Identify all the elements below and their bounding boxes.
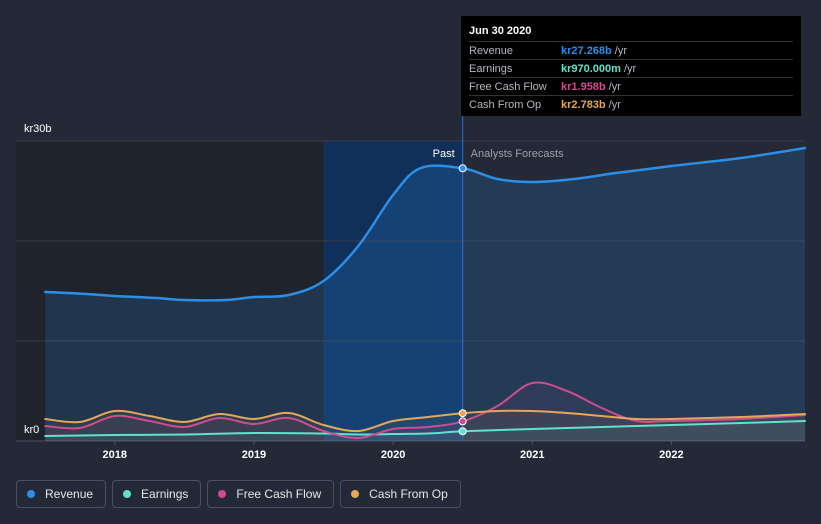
legend: Revenue Earnings Free Cash Flow Cash Fro… (16, 480, 461, 508)
revenue-area (45, 148, 805, 441)
tooltip: Jun 30 2020 Revenue kr27.268b /yr Earnin… (461, 16, 801, 116)
legend-item-free-cash-flow[interactable]: Free Cash Flow (207, 480, 335, 508)
revenue-line (43, 146, 807, 302)
revenue-marker (458, 164, 467, 173)
earnings-line (44, 420, 806, 437)
grid-lines (16, 140, 805, 442)
legend-item-cash-from-op[interactable]: Cash From Op (340, 480, 461, 508)
tooltip-value: kr2.783b (561, 98, 606, 111)
x-tick-label: 2019 (242, 449, 266, 461)
x-tick-label: 2022 (659, 449, 683, 461)
tooltip-unit: /yr (623, 62, 637, 75)
forecast-label: Analysts Forecasts (471, 148, 564, 160)
tooltip-unit: /yr (614, 44, 627, 57)
tooltip-title: Jun 30 2020 (469, 25, 532, 37)
tooltip-row-revenue: Revenue kr27.268b /yr (469, 41, 793, 59)
past-label: Past (433, 148, 455, 160)
tooltip-row-cash-from-op: Cash From Op kr2.783b /yr (469, 95, 793, 113)
tooltip-value: kr1.958b (561, 80, 606, 93)
cash-from-op-line (44, 409, 806, 433)
x-tick-label: 2020 (381, 449, 405, 461)
tooltip-unit: /yr (608, 80, 621, 93)
tooltip-value: kr970.000m (561, 62, 621, 75)
legend-item-revenue[interactable]: Revenue (16, 480, 107, 508)
legend-item-earnings[interactable]: Earnings (112, 480, 202, 508)
cash-from-op-marker (458, 409, 467, 418)
free-cash-flow-marker (458, 417, 467, 426)
y-tick-label: kr0 (24, 424, 39, 436)
free-cash-flow-line (44, 381, 806, 440)
legend-label: Cash From Op (369, 487, 448, 501)
earnings-area (45, 421, 805, 441)
tooltip-row-earnings: Earnings kr970.000m /yr (469, 59, 793, 77)
tooltip-label: Earnings (469, 62, 513, 75)
tooltip-value: kr27.268b (561, 44, 612, 57)
series-lines (43, 146, 807, 440)
x-tick-label: 2021 (520, 449, 544, 461)
legend-dot-icon (351, 490, 360, 498)
x-axis-labels: 2018 2019 2020 2021 2022 (103, 441, 684, 461)
y-axis-labels: kr30b kr0 (24, 123, 52, 436)
legend-label: Revenue (45, 487, 94, 501)
tooltip-label: Free Cash Flow (469, 80, 547, 93)
legend-dot-icon (123, 490, 132, 498)
tooltip-unit: /yr (608, 98, 621, 111)
tooltip-row-free-cash-flow: Free Cash Flow kr1.958b /yr (469, 77, 793, 95)
tooltip-label: Revenue (469, 44, 514, 57)
tooltip-markers (458, 164, 467, 436)
y-tick-label: kr30b (24, 123, 52, 135)
legend-dot-icon (218, 490, 227, 498)
legend-label: Free Cash Flow (236, 487, 322, 501)
tooltip-label: Cash From Op (469, 98, 542, 111)
earnings-marker (458, 427, 467, 436)
legend-dot-icon (27, 490, 35, 498)
x-tick-label: 2018 (103, 449, 127, 461)
highlight-band (323, 141, 463, 441)
legend-label: Earnings (141, 487, 189, 501)
